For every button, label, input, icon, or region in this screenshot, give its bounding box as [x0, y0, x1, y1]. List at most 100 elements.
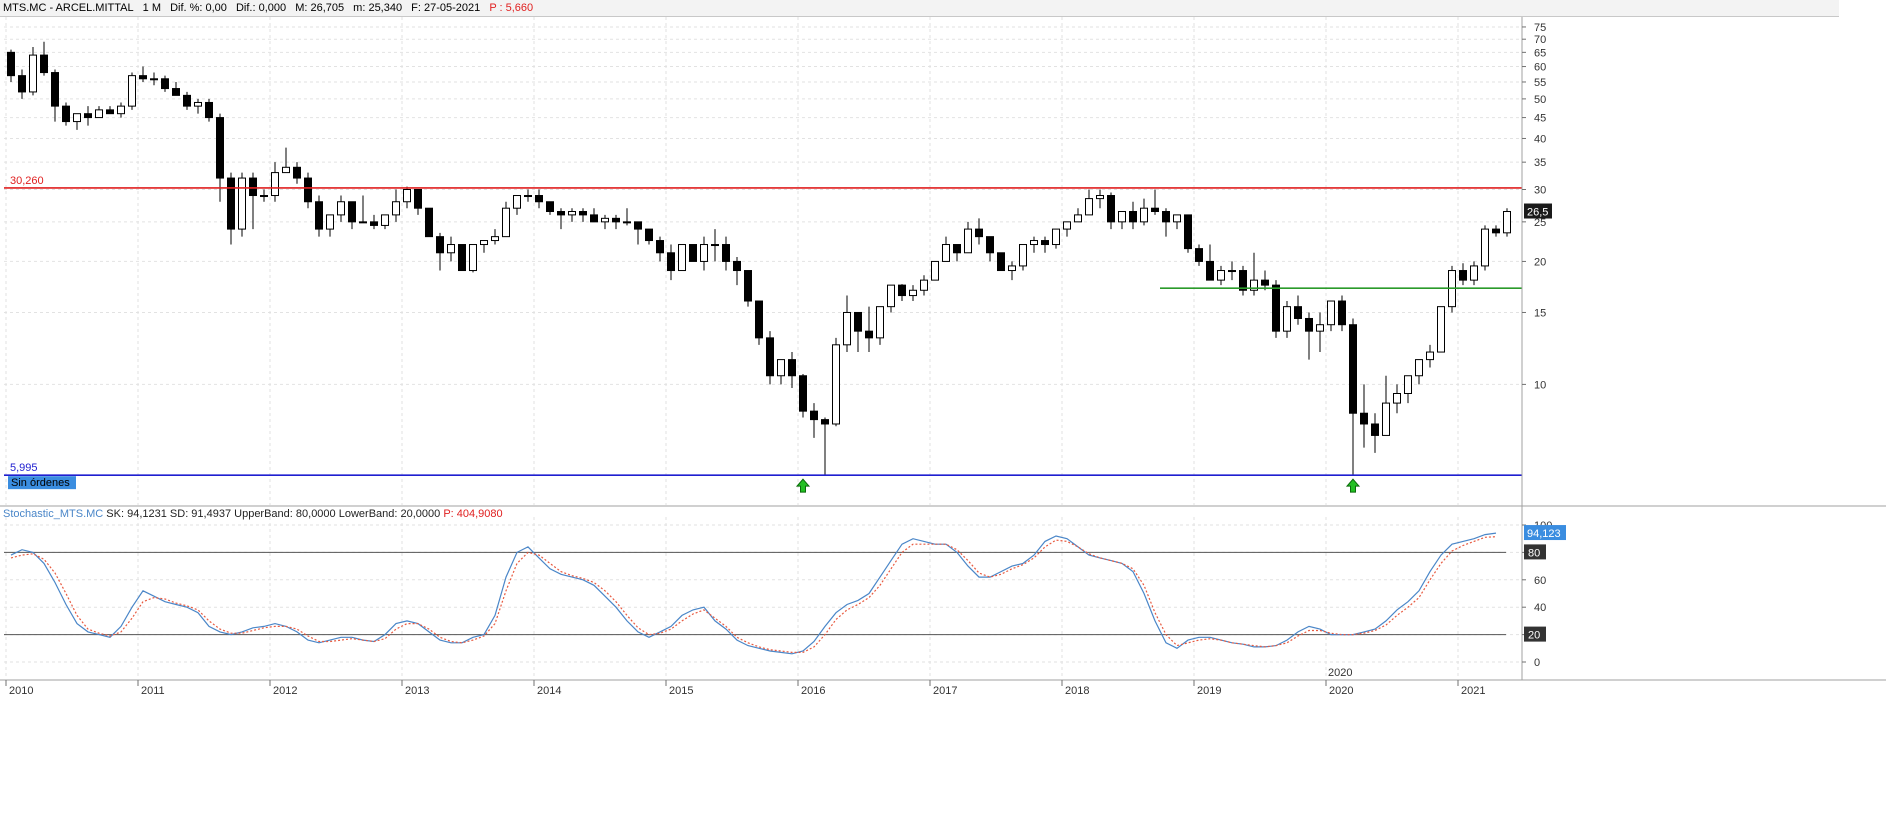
candle-body: [997, 252, 1005, 272]
date-label: F: 27-05-2021: [411, 2, 481, 14]
candle-body: [1228, 270, 1236, 273]
candle-body: [667, 252, 675, 272]
candle-body: [1393, 392, 1401, 404]
stochastic-header-part: SK: 94,1231: [103, 508, 167, 520]
candle-body: [469, 244, 477, 272]
candle-body: [854, 311, 862, 332]
candle-body: [95, 109, 103, 119]
candle-body: [1096, 195, 1104, 200]
year-tick-label: 2013: [405, 685, 429, 697]
candle-body: [1140, 207, 1148, 223]
sd-line: [10, 536, 1497, 653]
candle-body: [458, 244, 466, 272]
candle-body: [304, 177, 312, 203]
candle-body: [1129, 211, 1137, 223]
candle-body: [777, 359, 785, 377]
candle-body: [1283, 306, 1291, 332]
candle-body: [1305, 317, 1313, 332]
dif-pct-label: Dif. %: 0,00: [170, 2, 227, 14]
candle-body: [689, 244, 697, 262]
candle-body: [557, 211, 565, 216]
candle-body: [887, 284, 895, 308]
candle-body: [612, 217, 620, 223]
stochastic-header-part: LowerBand: 20,0000: [336, 508, 441, 520]
period-label[interactable]: 1 M: [142, 2, 161, 14]
candle-body: [1250, 279, 1258, 291]
candle-body: [1195, 248, 1203, 262]
candle-body: [227, 177, 235, 230]
candle-body: [1107, 195, 1115, 223]
year-tick-label: 2021: [1461, 685, 1485, 697]
band-value-label: 80: [1528, 547, 1540, 559]
price-tick-label: 75: [1534, 22, 1546, 34]
candle-body: [733, 260, 741, 272]
candle-body: [1030, 240, 1038, 246]
candle-body: [1459, 270, 1467, 281]
candle-body: [1382, 402, 1390, 436]
candle-body: [678, 244, 686, 272]
price-tick-label: 55: [1534, 77, 1546, 89]
profit-label: P : 5,660: [489, 2, 534, 14]
candle-body: [480, 240, 488, 246]
candle-body: [359, 221, 367, 224]
candle-body: [1217, 270, 1225, 281]
horizontal-lines: [4, 187, 1522, 476]
candle-body: [1404, 375, 1412, 394]
candle-body: [1492, 228, 1500, 234]
price-gridlines: [4, 17, 1522, 505]
candle-body: [414, 189, 422, 209]
stochastic-header-part: Stochastic_MTS.MC: [3, 508, 103, 520]
candle-body: [491, 236, 499, 242]
candle-body: [1063, 221, 1071, 230]
candle-body: [436, 236, 444, 254]
candle-body: [546, 201, 554, 213]
candle-body: [194, 101, 202, 107]
candle-body: [18, 75, 26, 93]
candle-body: [128, 75, 136, 107]
candle-body: [711, 244, 719, 247]
candle-body: [370, 221, 378, 226]
candle-body: [920, 279, 928, 291]
candle-body: [1294, 306, 1302, 319]
candle-body: [326, 214, 334, 230]
candle-body: [392, 201, 400, 216]
candle-body: [293, 166, 301, 179]
candle-body: [623, 221, 631, 224]
candle-body: [810, 410, 818, 421]
candle-body: [1173, 214, 1181, 223]
candle-body: [73, 113, 81, 123]
candle-body: [788, 359, 796, 377]
candle-body: [260, 195, 268, 198]
candle-body: [722, 244, 730, 262]
candle-body: [447, 244, 455, 254]
candle-body: [513, 195, 521, 209]
price-tick-label: 35: [1534, 157, 1546, 169]
candle-body: [1184, 214, 1192, 250]
candle-body: [381, 214, 389, 226]
candle-body: [1437, 306, 1445, 353]
candle-body: [876, 306, 884, 339]
candle-body: [898, 284, 906, 297]
candle-body: [205, 101, 213, 119]
sk-line: [10, 532, 1497, 655]
candle-body: [535, 195, 543, 203]
candle-body: [953, 244, 961, 254]
candle-body: [502, 207, 510, 238]
candle-body: [29, 54, 37, 93]
candle-body: [249, 177, 257, 197]
candle-body: [1481, 228, 1489, 267]
candle-body: [1426, 351, 1434, 361]
candle-body: [931, 260, 939, 281]
candle-body: [1261, 279, 1269, 286]
candle-body: [986, 236, 994, 254]
candle-body: [84, 113, 92, 119]
candle-body: [656, 240, 664, 254]
stoch-value-label: 94,123: [1527, 528, 1561, 540]
candle-body: [1415, 359, 1423, 377]
price-tick-label: 60: [1534, 62, 1546, 74]
stoch-tick-label: 0: [1534, 657, 1540, 669]
price-tick-label: 70: [1534, 34, 1546, 46]
candle-body: [942, 244, 950, 262]
candle-body: [766, 337, 774, 377]
